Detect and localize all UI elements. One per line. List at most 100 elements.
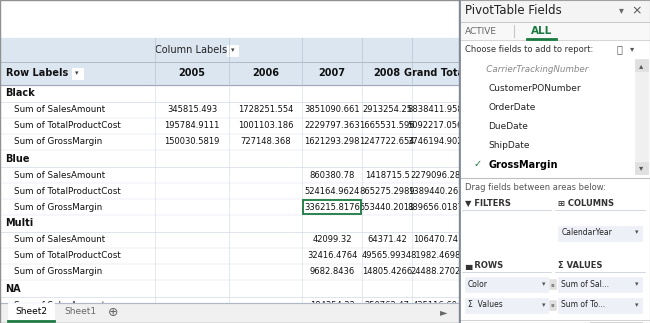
Text: Blue: Blue [5,153,29,163]
Text: GrossMargin: GrossMargin [488,160,558,170]
Text: Black: Black [5,89,34,99]
Text: 2006: 2006 [252,68,280,78]
Bar [0,62,459,85]
Text: 860380.78: 860380.78 [309,171,355,180]
Bar [558,225,642,241]
Bar [473,160,483,170]
Bar [8,303,54,322]
Text: 93785.6783: 93785.6783 [361,317,413,323]
Text: 2279096.28: 2279096.28 [410,171,461,180]
Text: Sum of SalesAmount: Sum of SalesAmount [14,171,105,180]
Bar [0,167,459,183]
Bar [0,199,459,215]
Text: Σ VALUES: Σ VALUES [558,261,603,269]
Text: ⊕: ⊕ [107,306,118,318]
Text: 150030.5819: 150030.5819 [164,138,220,147]
Text: Sheet1: Sheet1 [65,307,97,317]
Bar [0,248,459,264]
Bar [0,38,459,62]
Text: Sum of TotalProductCost: Sum of TotalProductCost [14,317,121,323]
Text: Column Labels: Column Labels [155,45,227,55]
Bar [473,121,483,131]
Bar [459,22,650,40]
Text: Sum of SalesAmount: Sum of SalesAmount [14,235,105,245]
Text: 195784.9111: 195784.9111 [164,121,220,130]
Text: 49565.9934: 49565.9934 [362,252,412,261]
Text: Sheet2: Sheet2 [15,307,47,317]
Text: 553440.2011: 553440.2011 [359,203,415,212]
Text: 32416.4764: 32416.4764 [307,252,358,261]
Text: ▅ ROWS: ▅ ROWS [465,261,503,269]
Text: 865275.2989: 865275.2989 [359,186,415,195]
Bar [612,42,636,55]
Text: 162734.522: 162734.522 [410,317,461,323]
Text: 2229797.363: 2229797.363 [304,121,360,130]
Text: Choose fields to add to report:: Choose fields to add to report: [465,45,593,54]
Text: Sum of To...: Sum of To... [562,300,606,309]
Text: 250762.47: 250762.47 [365,300,410,309]
Bar [549,300,556,310]
Bar [465,298,549,313]
Text: ▴: ▴ [639,61,643,70]
Text: Sum of TotalProductCost: Sum of TotalProductCost [14,121,121,130]
Text: 81982.4698: 81982.4698 [410,252,461,261]
Text: 2008: 2008 [374,68,400,78]
Bar [556,257,645,315]
Text: CustomerPONumber: CustomerPONumber [488,84,580,93]
Text: 524164.9624: 524164.9624 [304,186,360,195]
Text: ▾: ▾ [630,45,634,54]
Text: 435116.69: 435116.69 [413,300,458,309]
Bar [0,183,459,199]
Text: 727148.368: 727148.368 [240,138,291,147]
Text: ▾: ▾ [635,230,639,235]
Text: 1247722.654: 1247722.654 [359,138,415,147]
Text: ►: ► [440,307,448,317]
Text: 2005: 2005 [179,68,205,78]
Text: 14805.4266: 14805.4266 [362,267,412,276]
Bar [459,0,650,22]
Text: Color: Color [468,280,488,289]
Text: Σ  Values: Σ Values [468,300,502,309]
Text: 42099.32: 42099.32 [313,235,352,245]
Bar [462,195,551,253]
Text: Sum of TotalProductCost: Sum of TotalProductCost [14,186,121,195]
Text: ▾: ▾ [75,70,79,77]
Text: OrderDate: OrderDate [488,103,536,112]
Text: 2913254.25: 2913254.25 [362,106,412,114]
Text: ▾: ▾ [541,302,545,308]
Text: ALL: ALL [531,26,552,36]
Text: ▼ FILTERS: ▼ FILTERS [465,199,511,207]
Text: 1621293.298: 1621293.298 [304,138,360,147]
Text: Sum of TotalProductCost: Sum of TotalProductCost [14,252,121,261]
Text: 106470.74: 106470.74 [413,235,458,245]
Text: 1389440.261: 1389440.261 [408,186,463,195]
Text: Multi: Multi [5,218,33,228]
Text: ▾: ▾ [639,163,643,172]
Bar [227,45,239,56]
Text: Sum of GrossMargin: Sum of GrossMargin [14,203,102,212]
Text: CalendarYear: CalendarYear [562,228,612,237]
Text: NA: NA [5,284,21,294]
Text: 5092217.056: 5092217.056 [408,121,463,130]
Bar [0,0,459,38]
Text: Sum of SalesAmount: Sum of SalesAmount [14,300,105,309]
Text: 1728251.554: 1728251.554 [238,106,294,114]
Text: ShipDate: ShipDate [488,141,530,150]
Bar [0,313,459,323]
Bar [635,60,648,174]
Text: ▾: ▾ [635,281,639,287]
Text: ⊞ COLUMNS: ⊞ COLUMNS [558,199,614,207]
Text: 24488.2702: 24488.2702 [410,267,461,276]
Text: DueDate: DueDate [488,122,528,131]
Bar [304,200,361,214]
Bar [0,297,459,313]
Bar [0,102,459,118]
Bar [0,264,459,280]
Text: 64371.42: 64371.42 [367,235,407,245]
Text: 336215.8176: 336215.8176 [304,203,360,212]
Bar [0,232,459,248]
Bar [473,102,483,112]
Text: 184354.22: 184354.22 [310,300,355,309]
Text: 1001103.186: 1001103.186 [238,121,294,130]
Bar [558,277,642,292]
